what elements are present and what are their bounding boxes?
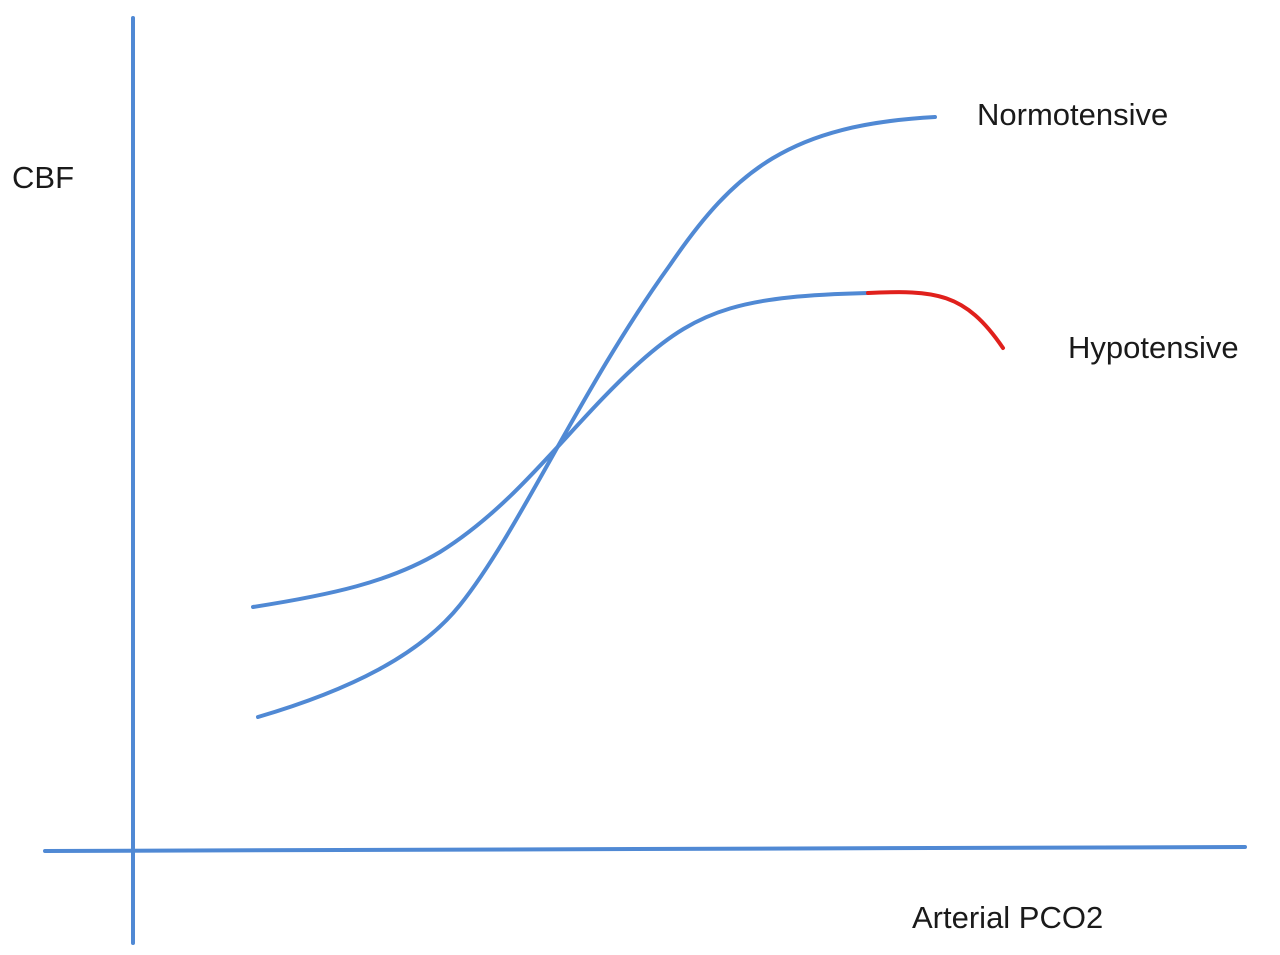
hypotensive-drop xyxy=(866,290,1005,350)
curve-label: Normotensive xyxy=(977,97,1168,132)
normotensive-curve xyxy=(256,115,937,719)
x-axis xyxy=(43,845,1247,853)
curve-label: Hypotensive xyxy=(1068,330,1239,365)
x-axis-label: Arterial PCO2 xyxy=(912,900,1103,935)
y-axis-label: CBF xyxy=(12,160,74,195)
hypotensive-curve xyxy=(251,291,870,609)
